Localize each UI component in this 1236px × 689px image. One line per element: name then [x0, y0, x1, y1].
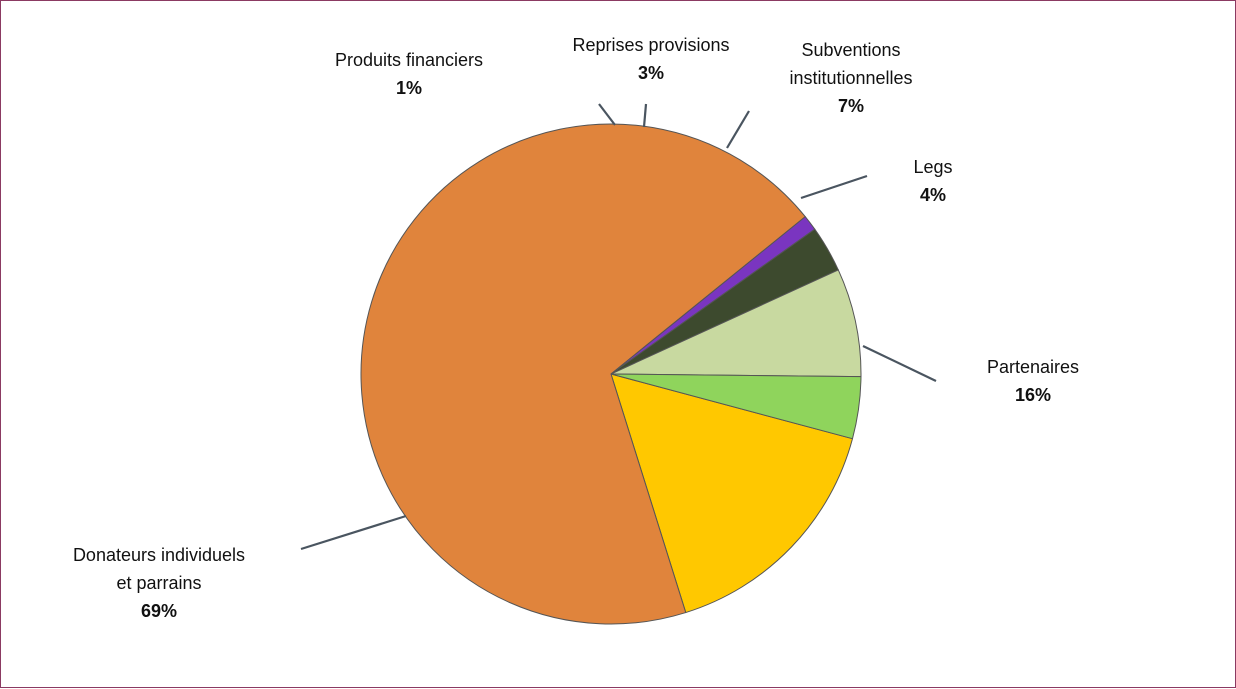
slice-label-donateurs-line-1: Donateurs individuels [73, 545, 245, 565]
slice-label-subventions-line-2: institutionnelles [789, 68, 912, 88]
slice-label-partenaires: Partenaires [987, 357, 1079, 377]
leader-line-reprises-provisions [642, 103, 648, 128]
leader-line-donateurs [300, 514, 407, 551]
leader-line-legs [800, 174, 868, 200]
slice-labels: Partenaires 16% Donateurs individuels et pa… [73, 35, 1079, 621]
slice-percent-donateurs: 69% [141, 601, 177, 621]
pie-slice-partenaires [610, 373, 854, 614]
pie-slice-donateurs [360, 123, 806, 625]
pie-slice-subventions [610, 269, 862, 378]
leader-line-produits-financiers [598, 103, 616, 126]
slice-percent-legs: 4% [920, 185, 946, 205]
slice-percent-partenaires: 16% [1015, 385, 1051, 405]
slice-percent-subventions: 7% [838, 96, 864, 116]
slice-percent-produits-financiers: 1% [396, 78, 422, 98]
pie-slice-legs [610, 373, 862, 440]
slice-percent-reprises-provisions: 3% [638, 63, 664, 83]
slice-label-produits-financiers: Produits financiers [335, 50, 483, 70]
leader-line-subventions [726, 110, 750, 149]
slice-label-legs: Legs [913, 157, 952, 177]
pie-slices [360, 123, 862, 625]
leader-lines [300, 103, 937, 551]
slice-label-subventions-line-1: Subventions [801, 40, 900, 60]
slice-label-donateurs-line-2: et parrains [116, 573, 201, 593]
slice-label-reprises-provisions: Reprises provisions [572, 35, 729, 55]
leader-line-partenaires [862, 345, 937, 382]
